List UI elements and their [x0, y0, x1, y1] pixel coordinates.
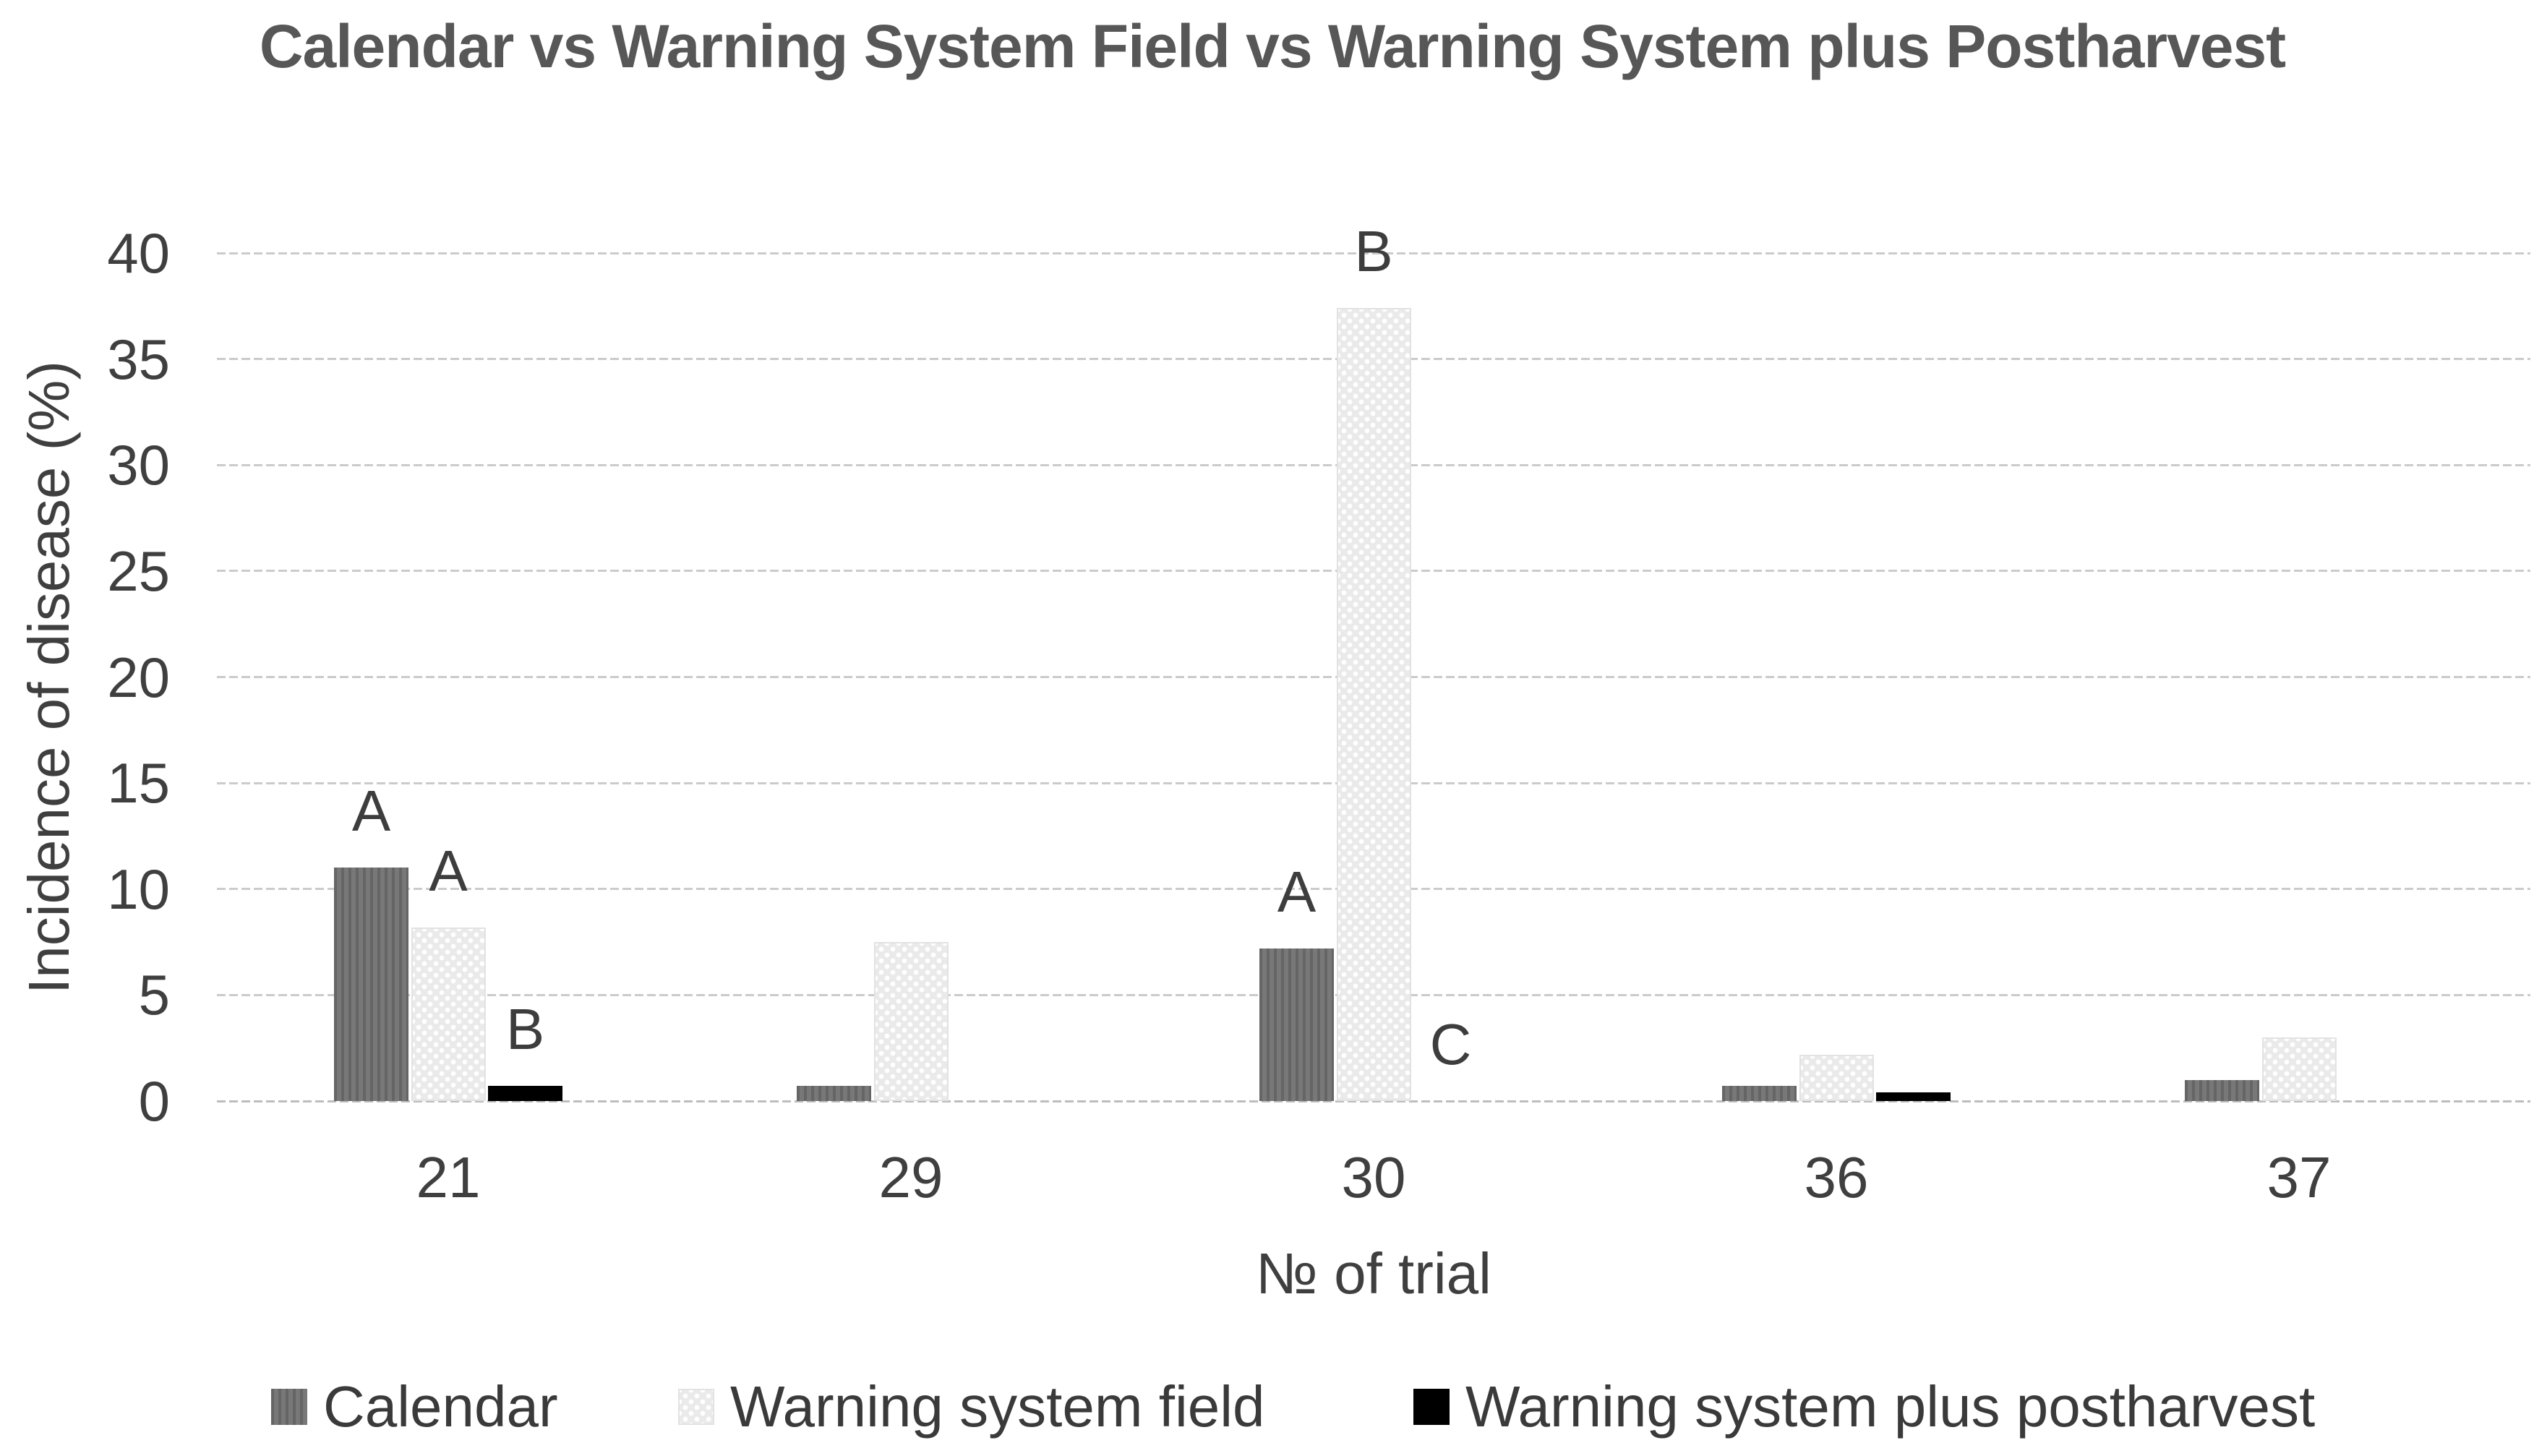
gridline-40 [217, 252, 2530, 254]
stat-letter-A-30: A [1277, 859, 1317, 924]
bar-calendar-30 [1259, 948, 1334, 1101]
legend-swatch-icon [271, 1389, 307, 1425]
bar-warning-system-field-21 [411, 927, 486, 1101]
legend-item-calendar: Calendar [271, 1372, 558, 1442]
legend-label: Calendar [323, 1374, 558, 1439]
legend-swatch-icon [1413, 1389, 1450, 1425]
bar-warning-system-plus-postharvest-21 [488, 1086, 562, 1101]
bar-calendar-37 [2185, 1079, 2259, 1101]
y-tick-label-30: 30 [107, 433, 170, 497]
legend-label: Warning system field [730, 1374, 1265, 1439]
stat-letter-A-21: A [351, 779, 391, 844]
bar-warning-system-field-36 [1799, 1054, 1874, 1101]
y-tick-label-10: 10 [107, 857, 170, 921]
y-tick-label-5: 5 [138, 963, 170, 1027]
bar-warning-system-plus-postharvest-36 [1876, 1092, 1951, 1101]
stat-letter-B-30: B [1354, 219, 1393, 284]
bar-calendar-29 [797, 1086, 871, 1101]
bar-calendar-36 [1722, 1086, 1797, 1101]
y-tick-label-35: 35 [107, 327, 170, 391]
legend-item-warning-system-field: Warning system field [678, 1372, 1265, 1442]
bar-warning-system-field-37 [2261, 1037, 2337, 1101]
x-tick-label-36: 36 [1804, 1145, 1869, 1209]
legend-label: Warning system plus postharvest [1465, 1374, 2316, 1439]
x-tick-label-30: 30 [1341, 1145, 1406, 1209]
y-tick-label-25: 25 [107, 539, 170, 603]
y-tick-label-40: 40 [107, 221, 170, 285]
y-tick-label-0: 0 [138, 1069, 170, 1133]
x-tick-label-37: 37 [2266, 1145, 2332, 1209]
legend-item-warning-system-plus-postharvest: Warning system plus postharvest [1413, 1372, 2315, 1442]
bar-warning-system-field-30 [1336, 308, 1411, 1101]
y-tick-label-20: 20 [107, 645, 170, 709]
bar-warning-system-field-29 [873, 942, 949, 1101]
legend: Calendar Warning system field Warning syst… [0, 1372, 2547, 1444]
stat-letter-B-21: B [505, 997, 545, 1062]
bar-calendar-21 [334, 868, 408, 1101]
chart-title: Calendar vs Warning System Field vs Warn… [259, 12, 2286, 80]
stat-letter-A-21: A [429, 838, 468, 903]
x-tick-label-29: 29 [878, 1145, 943, 1209]
legend-swatch-icon [678, 1389, 714, 1425]
x-axis-title: № of trial [1256, 1241, 1491, 1306]
y-tick-label-15: 15 [107, 751, 170, 815]
stat-letter-C-30: C [1429, 1012, 1472, 1076]
x-tick-label-21: 21 [416, 1145, 481, 1209]
gridline-0 [217, 1100, 2530, 1102]
